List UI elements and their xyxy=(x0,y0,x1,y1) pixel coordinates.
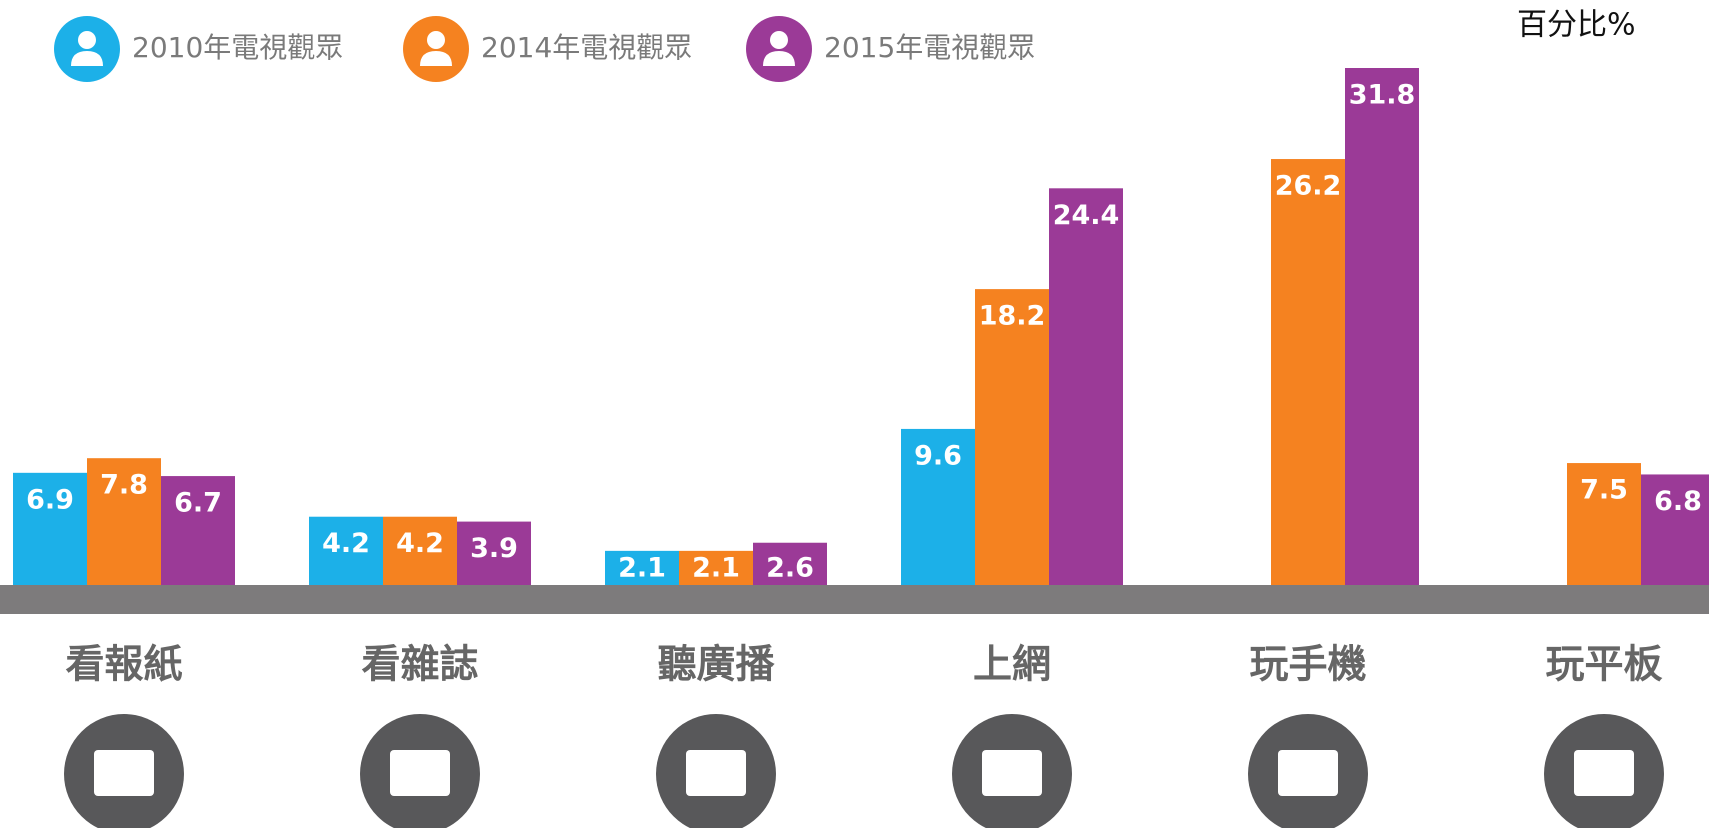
x-tick-label: 上網 xyxy=(973,643,1051,688)
value-label: 7.8 xyxy=(100,470,148,501)
category-icon-glyph xyxy=(94,750,154,796)
value-label: 6.8 xyxy=(1654,486,1702,517)
legend-icon-body xyxy=(71,51,103,66)
value-label: 4.2 xyxy=(322,528,370,559)
bar xyxy=(1049,188,1123,586)
value-label: 31.8 xyxy=(1349,80,1416,111)
category-icon-glyph xyxy=(686,750,746,796)
category-icon-glyph xyxy=(982,750,1042,796)
value-label: 24.4 xyxy=(1053,200,1120,231)
legend-icon-body xyxy=(420,51,452,66)
value-label: 26.2 xyxy=(1275,171,1342,202)
x-tick-label: 聽廣播 xyxy=(657,643,775,688)
bar xyxy=(161,476,235,585)
bar xyxy=(975,289,1049,585)
value-label: 4.2 xyxy=(396,528,444,559)
bar xyxy=(605,550,679,585)
value-label: 6.9 xyxy=(26,484,74,515)
value-label: 2.1 xyxy=(692,553,740,584)
x-tick-label: 玩手機 xyxy=(1249,643,1366,688)
bar xyxy=(309,516,383,585)
x-tick-label: 看報紙 xyxy=(65,643,182,688)
category-icon-glyph xyxy=(390,750,450,796)
bar xyxy=(457,521,531,585)
legend-label: 2014年電視觀眾 xyxy=(481,31,692,64)
unit-label: 百分比% xyxy=(1517,8,1636,43)
x-tick-label: 玩平板 xyxy=(1545,643,1662,688)
bar xyxy=(1567,463,1641,585)
value-label: 7.5 xyxy=(1580,475,1628,506)
value-label: 2.1 xyxy=(618,553,666,584)
bar xyxy=(679,550,753,585)
legend-icon-head xyxy=(427,31,445,49)
value-label: 2.6 xyxy=(766,553,814,584)
legend-icon-head xyxy=(770,31,788,49)
legend-label: 2015年電視觀眾 xyxy=(824,31,1035,64)
value-label: 18.2 xyxy=(979,301,1046,332)
bar xyxy=(383,516,457,585)
bar xyxy=(753,542,827,585)
bar xyxy=(87,458,161,585)
baseline-band xyxy=(0,585,1709,614)
legend-icon-head xyxy=(78,31,96,49)
x-tick-label: 看雜誌 xyxy=(361,643,478,688)
bar xyxy=(1641,474,1709,585)
value-label: 3.9 xyxy=(470,533,518,564)
value-label: 6.7 xyxy=(174,488,222,519)
value-label: 9.6 xyxy=(914,440,962,471)
bar xyxy=(901,428,975,585)
bar xyxy=(1271,159,1345,586)
category-icon-glyph xyxy=(1574,750,1634,796)
legend-label: 2010年電視觀眾 xyxy=(132,31,343,64)
legend-icon-body xyxy=(763,51,795,66)
category-icon-glyph xyxy=(1278,750,1338,796)
bar xyxy=(1345,68,1419,585)
bar xyxy=(13,472,87,585)
